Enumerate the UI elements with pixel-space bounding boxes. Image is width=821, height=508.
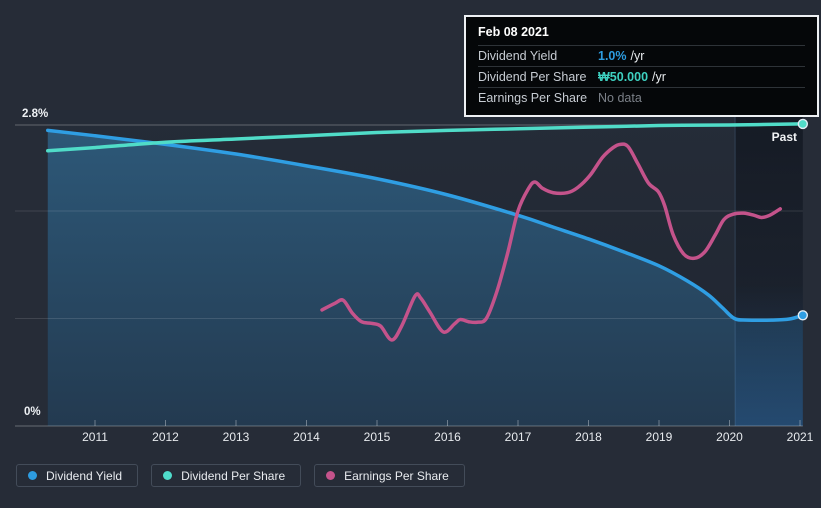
x-tick-label-2015: 2015	[364, 430, 391, 444]
y-axis-top-label: 2.8%	[22, 108, 48, 120]
x-tick-label-2021: 2021	[787, 430, 814, 444]
y-axis-bottom-label: 0%	[24, 406, 41, 418]
gridlines	[15, 124, 803, 427]
legend-label: Earnings Per Share	[344, 468, 449, 483]
x-tick-label-2013: 2013	[223, 430, 250, 444]
series-endpoint-dots	[797, 118, 809, 321]
dividend-yield-legend-dot-icon	[28, 471, 37, 480]
dividend-yield-endpoint-dot	[797, 310, 809, 321]
tooltip-value: 1.0%	[598, 49, 627, 63]
tooltip-row-dividend-per-share: Dividend Per Share ₩50.000/yr	[478, 66, 805, 87]
legend-item-dividend-per-share[interactable]: Dividend Per Share	[151, 464, 302, 487]
legend-item-dividend-yield[interactable]: Dividend Yield	[16, 464, 139, 487]
dividend-yield-area	[47, 130, 803, 426]
tooltip-value: No data	[598, 91, 642, 105]
dividend-per-share-legend-dot-icon	[163, 471, 173, 480]
x-tick-label-2011: 2011	[82, 430, 108, 444]
dividend-per-share-endpoint-dot	[797, 118, 809, 130]
x-tick-label-2012: 2012	[152, 430, 179, 444]
tooltip-label: Earnings Per Share	[478, 91, 588, 105]
tooltip-value-suffix: /yr	[630, 49, 645, 63]
x-tick-label-2020: 2020	[716, 430, 743, 444]
tooltip-row-dividend-yield: Dividend Yield 1.0%/yr	[478, 45, 805, 66]
tooltip-label: Dividend Per Share	[478, 70, 587, 84]
chart-canvas[interactable]: 2.8% 0% Past 2011 2012 2013 2014 2015 2016 201…	[0, 0, 821, 452]
past-year-highlight-band	[734, 110, 803, 426]
series-lines	[46, 122, 805, 342]
tooltip-label: Dividend Yield	[478, 49, 558, 63]
chart-tooltip: Feb 08 2021 Dividend Yield 1.0%/yr Dividen…	[464, 15, 819, 117]
x-tick-label-2019: 2019	[646, 430, 673, 444]
legend-item-earnings-per-share[interactable]: Earnings Per Share	[314, 464, 465, 487]
earnings-per-share-legend-dot-icon	[326, 471, 336, 480]
tooltip-value-suffix: /yr	[652, 70, 666, 84]
x-tick-label-2017: 2017	[505, 430, 532, 444]
tooltip-row-earnings-per-share: Earnings Per Share No data	[478, 87, 805, 108]
earnings-per-share-line	[320, 142, 783, 342]
x-axis-tick-labels: 2011 2012 2013 2014 2015 2016 2017 2018 2019 2020…	[82, 430, 814, 444]
x-tick-label-2014: 2014	[293, 430, 320, 444]
x-tick-label-2016: 2016	[434, 430, 461, 444]
past-label: Past	[772, 130, 797, 144]
legend-label: Dividend Yield	[46, 468, 123, 483]
x-tick-label-2018: 2018	[575, 430, 602, 444]
tooltip-value: ₩50.000	[598, 70, 649, 84]
dividend-yield-line	[46, 128, 805, 323]
chart-legend: Dividend Yield Dividend Per Share Earnings…	[16, 464, 465, 487]
legend-label: Dividend Per Share	[181, 468, 286, 483]
tooltip-date: Feb 08 2021	[478, 25, 549, 39]
dividend-per-share-line	[46, 122, 805, 153]
